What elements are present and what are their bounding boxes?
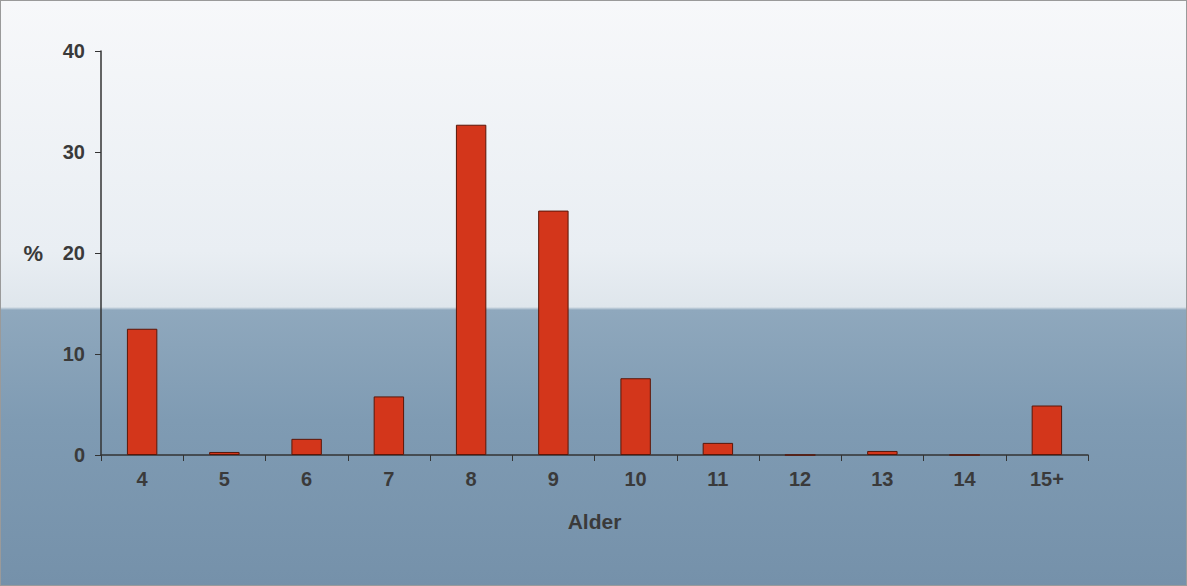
svg-text:%: % bbox=[23, 241, 43, 266]
svg-text:20: 20 bbox=[63, 242, 85, 264]
svg-text:13: 13 bbox=[871, 468, 893, 490]
svg-text:10: 10 bbox=[625, 468, 647, 490]
svg-text:10: 10 bbox=[63, 343, 85, 365]
svg-text:6: 6 bbox=[301, 468, 312, 490]
svg-text:Alder: Alder bbox=[568, 510, 622, 533]
svg-text:9: 9 bbox=[548, 468, 559, 490]
svg-text:8: 8 bbox=[466, 468, 477, 490]
svg-text:5: 5 bbox=[219, 468, 230, 490]
svg-text:12: 12 bbox=[789, 468, 811, 490]
svg-text:4: 4 bbox=[137, 468, 149, 490]
svg-text:40: 40 bbox=[63, 40, 85, 62]
svg-text:7: 7 bbox=[383, 468, 394, 490]
svg-text:30: 30 bbox=[63, 141, 85, 163]
svg-text:15+: 15+ bbox=[1030, 468, 1064, 490]
svg-text:0: 0 bbox=[74, 444, 85, 466]
svg-text:14: 14 bbox=[954, 468, 977, 490]
svg-text:11: 11 bbox=[707, 468, 728, 490]
